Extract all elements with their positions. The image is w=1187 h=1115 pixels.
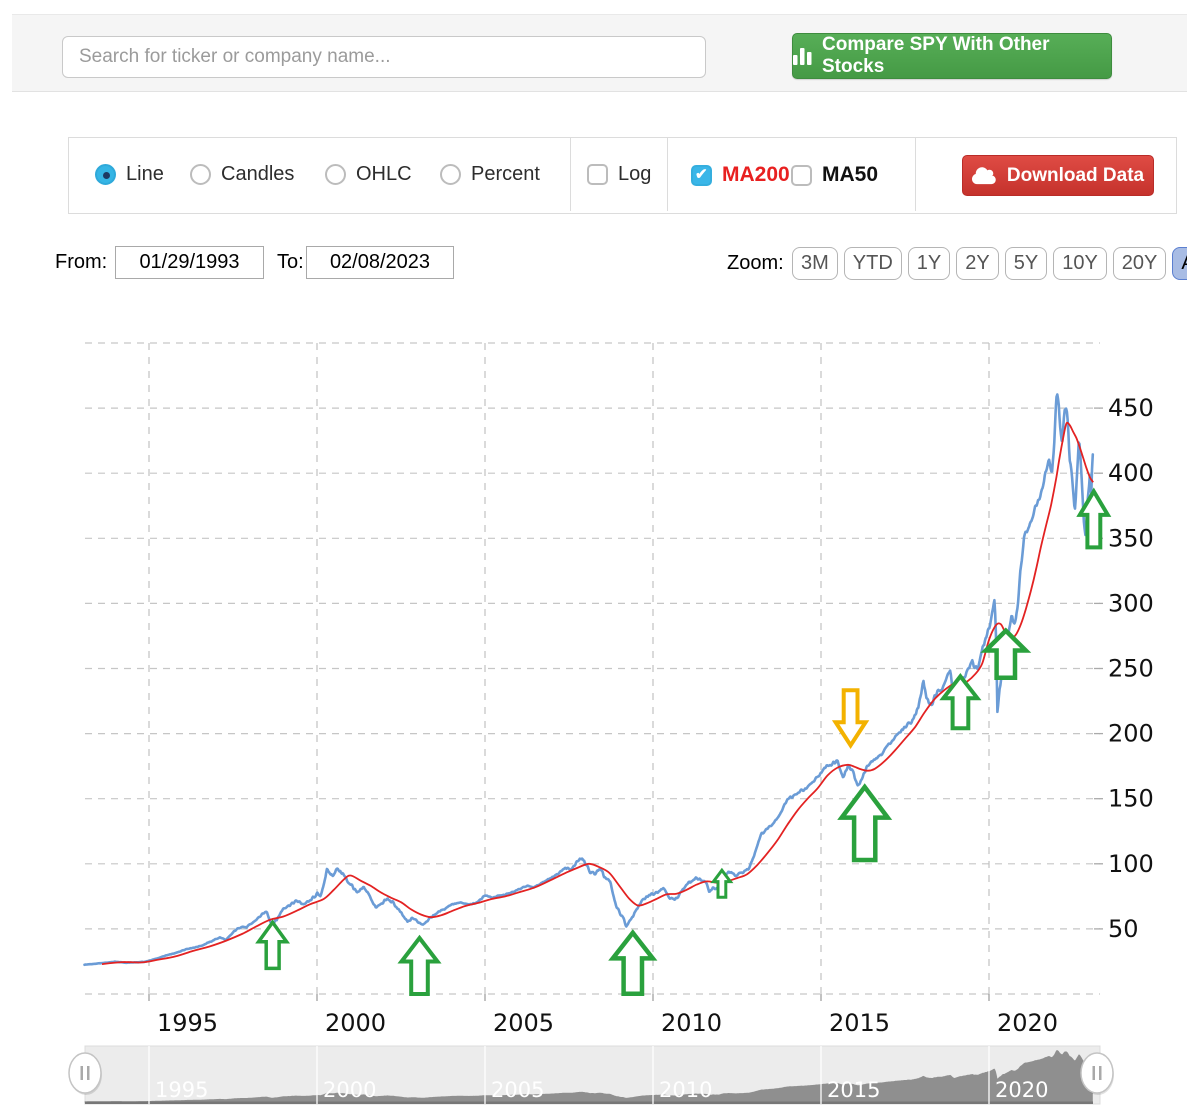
x-axis-label: 1995 bbox=[157, 1009, 218, 1037]
up-arrow-icon bbox=[397, 934, 442, 996]
from-label: From: bbox=[55, 251, 108, 273]
radio-icon[interactable] bbox=[440, 164, 461, 185]
zoom-10y-button[interactable]: 10Y bbox=[1053, 247, 1107, 280]
zoom-1y-button[interactable]: 1Y bbox=[907, 247, 951, 280]
navigator-year-label: 2000 bbox=[323, 1078, 376, 1102]
navigator-year-label: 1995 bbox=[155, 1078, 208, 1102]
up-arrow-icon bbox=[255, 919, 291, 971]
grip-icon bbox=[1099, 1066, 1102, 1080]
signal-arrows bbox=[255, 487, 1112, 997]
navigator-left-handle[interactable] bbox=[68, 1052, 102, 1095]
y-axis-label: 300 bbox=[1108, 589, 1154, 617]
chart-type-candles[interactable]: Candles bbox=[190, 163, 294, 186]
x-axis-label: 2020 bbox=[997, 1009, 1058, 1037]
up-arrow-icon bbox=[1076, 487, 1112, 550]
zoom-20y-button[interactable]: 20Y bbox=[1112, 247, 1167, 280]
up-arrow-icon bbox=[939, 673, 982, 731]
zoom-3m-button[interactable]: 3M bbox=[792, 247, 838, 280]
chart-type-line[interactable]: Line bbox=[95, 163, 164, 186]
y-axis-label: 450 bbox=[1108, 394, 1154, 422]
chart-type-percent[interactable]: Percent bbox=[440, 163, 540, 186]
up-arrow-icon bbox=[710, 867, 734, 899]
up-arrow-icon bbox=[608, 929, 658, 997]
chart-type-ohlc[interactable]: OHLC bbox=[325, 163, 412, 186]
radio-icon[interactable] bbox=[95, 164, 116, 185]
checkbox-icon[interactable] bbox=[791, 164, 812, 186]
zoom-5y-button[interactable]: 5Y bbox=[1004, 247, 1048, 280]
navigator-area bbox=[84, 1050, 1093, 1104]
search-input[interactable] bbox=[62, 36, 706, 78]
ma50-label: MA50 bbox=[822, 163, 879, 186]
range-navigator: 1995 2000 2005 2010 2015 2020 bbox=[68, 1045, 1114, 1105]
navigator-baseline bbox=[85, 1101, 1093, 1104]
y-axis-label: 350 bbox=[1108, 524, 1154, 552]
up-arrow-icon bbox=[837, 783, 893, 863]
ma200-line bbox=[101, 421, 1094, 965]
chart-type-label: Line bbox=[126, 163, 164, 185]
compare-stocks-button[interactable]: Compare SPY With Other Stocks bbox=[792, 33, 1112, 79]
y-axis-label: 50 bbox=[1108, 915, 1139, 943]
checkbox-icon[interactable] bbox=[691, 164, 712, 186]
navigator-right-handle[interactable] bbox=[1080, 1052, 1114, 1095]
radio-icon[interactable] bbox=[190, 164, 211, 185]
x-axis-label: 2015 bbox=[829, 1009, 890, 1037]
x-axis-label: 2010 bbox=[661, 1009, 722, 1037]
navigator-year-label: 2005 bbox=[491, 1078, 544, 1102]
radio-icon[interactable] bbox=[325, 164, 346, 185]
chart-type-label: Percent bbox=[471, 163, 540, 185]
x-axis-label: 2005 bbox=[493, 1009, 554, 1037]
log-label: Log bbox=[618, 163, 652, 185]
up-arrow-icon bbox=[980, 627, 1032, 680]
axis-labels: 50 100 150 200 250 300 350 400 450 1995 2000 2005 20… bbox=[157, 394, 1154, 1037]
grid-lines bbox=[85, 342, 1100, 1001]
to-label: To: bbox=[277, 251, 304, 273]
chart-type-label: OHLC bbox=[356, 163, 412, 185]
ma200-label: MA200 bbox=[722, 163, 790, 186]
bar-chart-icon bbox=[793, 47, 812, 65]
checkbox-icon[interactable] bbox=[587, 164, 608, 185]
zoom-presets: 3M YTD 1Y 2Y 5Y 10Y 20Y All bbox=[792, 247, 1187, 280]
navigator-year-label: 2015 bbox=[827, 1078, 880, 1102]
y-axis-label: 150 bbox=[1108, 785, 1154, 813]
compare-stocks-label: Compare SPY With Other Stocks bbox=[822, 34, 1050, 77]
navigator-year-label: 2010 bbox=[659, 1078, 712, 1102]
price-line-spy bbox=[83, 393, 1095, 967]
download-data-button[interactable]: Download Data bbox=[962, 155, 1154, 196]
ma200-toggle[interactable]: MA200 bbox=[691, 163, 790, 187]
divider bbox=[915, 138, 916, 211]
download-data-label: Download Data bbox=[1006, 164, 1145, 186]
zoom-2y-button[interactable]: 2Y bbox=[956, 247, 999, 280]
y-axis-label: 250 bbox=[1108, 655, 1154, 683]
zoom-all-button[interactable]: All bbox=[1172, 247, 1187, 280]
down-arrow-icon bbox=[831, 688, 870, 749]
plot-area[interactable] bbox=[85, 343, 1100, 994]
zoom-label: Zoom: bbox=[727, 252, 784, 274]
y-axis-label: 100 bbox=[1108, 850, 1154, 878]
y-axis-label: 200 bbox=[1108, 720, 1154, 748]
cloud-download-icon bbox=[971, 166, 997, 186]
divider bbox=[570, 138, 571, 211]
ma50-toggle[interactable]: MA50 bbox=[791, 163, 878, 187]
log-scale-toggle[interactable]: Log bbox=[587, 163, 651, 186]
navigator-year-label: 2020 bbox=[995, 1078, 1048, 1102]
y-axis-label: 400 bbox=[1108, 459, 1154, 487]
grip-icon bbox=[1092, 1066, 1095, 1080]
to-date-input[interactable] bbox=[306, 246, 454, 279]
grip-icon bbox=[80, 1066, 83, 1080]
chart-type-label: Candles bbox=[221, 163, 295, 185]
from-date-input[interactable] bbox=[115, 246, 264, 279]
divider bbox=[667, 138, 668, 211]
price-chart: 50 100 150 200 250 300 350 400 450 1995 2000 2005 20… bbox=[68, 342, 1154, 1105]
zoom-ytd-button[interactable]: YTD bbox=[843, 247, 902, 280]
x-axis-label: 2000 bbox=[325, 1009, 386, 1037]
handle-circle[interactable] bbox=[68, 1052, 102, 1094]
handle-circle[interactable] bbox=[1080, 1052, 1114, 1094]
grip-icon bbox=[87, 1066, 90, 1080]
